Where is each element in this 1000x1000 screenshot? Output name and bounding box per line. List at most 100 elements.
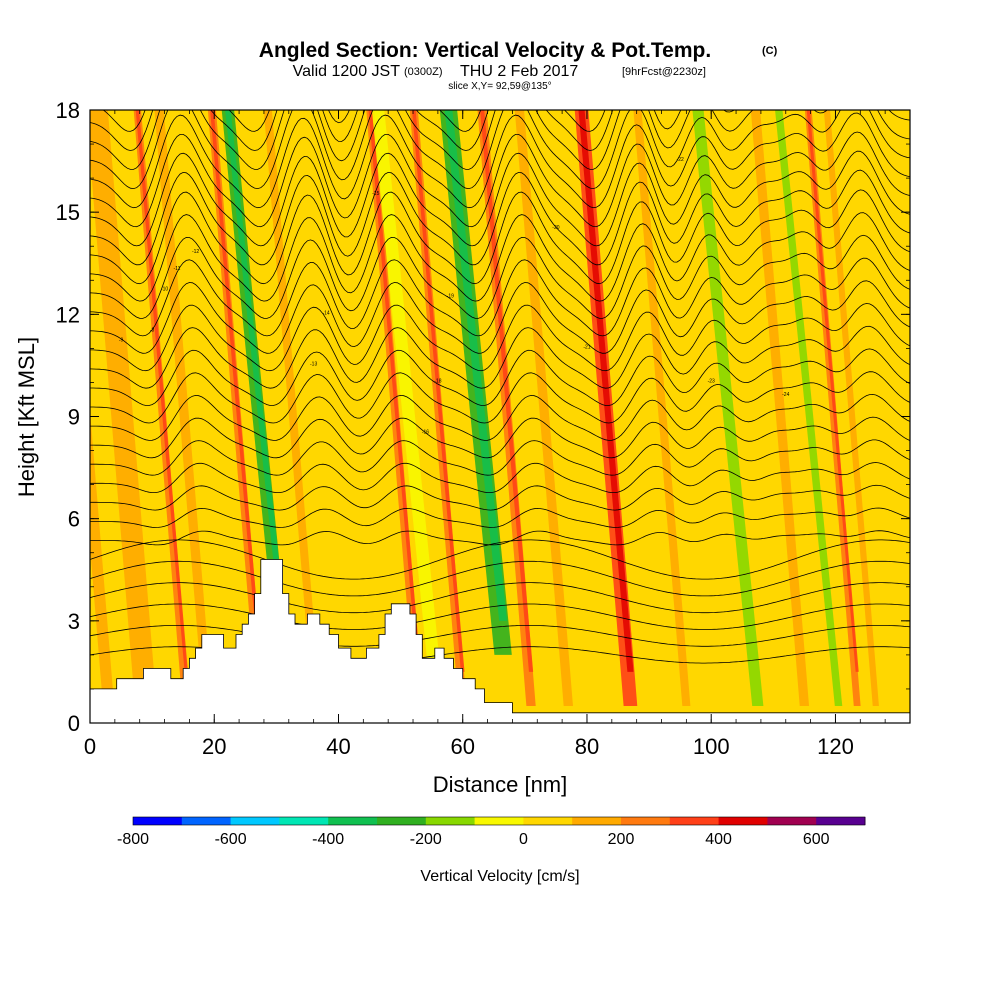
x-tick-label: 40 [326,734,350,759]
colorbar-swatch [230,817,280,825]
theta-contour-line [90,280,910,354]
theta-contour-line [90,393,910,441]
velocity-field [90,110,910,723]
theta-contour-line [90,439,910,476]
colorbar-swatch [328,817,378,825]
colorbar-swatch [474,817,524,825]
contour-label: -13 [310,361,317,367]
y-tick-label: 15 [56,200,80,225]
forecast-label: [9hrFcst@2230z] [622,66,706,78]
valid-date: THU 2 Feb 2017 [460,63,578,80]
field-band-core [480,110,534,672]
slice-label: slice X,Y= 92,59@135° [448,81,551,92]
contour-label: -8 [150,327,155,333]
colorbar-frame [132,816,866,826]
theta-contour-line [90,462,910,493]
field-band-core [135,110,188,672]
theta-contour-line [90,112,910,209]
colorbar-swatch [621,817,671,825]
theta-contour-line [90,110,910,190]
chart-subtitle: Valid 1200 JST (0300Z) THU 2 Feb 2017 [9… [293,63,706,80]
contour-label: -14 [322,310,329,316]
contour-label: -15 [372,191,379,197]
colorbar-swatch [767,817,817,825]
field-band [514,110,573,706]
y-tick-label: 12 [56,302,80,327]
colorbar-swatch [718,817,768,825]
theta-contour-line [90,234,910,319]
theta-contour-line [90,189,910,285]
field-band-core [806,110,859,672]
theta-contour-line [90,625,910,647]
field-band [750,110,810,706]
field-band [154,110,213,706]
terrain [89,559,911,724]
theta-contour-line [90,560,910,597]
colorbar-tick-label: -200 [410,831,442,848]
chart-title: Angled Section: Vertical Velocity & Pot.… [259,39,711,62]
colorbar-tick-label: -600 [215,831,247,848]
theta-contour-line [90,169,910,266]
x-tick-label: 0 [84,734,96,759]
y-axis-label: Height [Kft MSL] [14,337,39,497]
y-tick-label: 6 [68,507,80,532]
contour-label: -16 [422,430,429,436]
y-tick-label: 18 [56,98,80,123]
theta-contour-line [90,110,910,151]
field-band-core [411,110,465,672]
contour-label: -18 [434,378,441,384]
theta-contour-line [90,348,910,406]
colorbar-swatch [133,817,183,825]
x-axis-label: Distance [nm] [433,772,568,797]
colorbar-swatch [523,817,573,825]
theta-contour-line [90,507,910,528]
colorbar-tick-label: 200 [608,831,635,848]
contour-label: -23 [708,378,715,384]
theta-contour-line [90,539,910,580]
theta-contour-line [90,150,910,247]
field-band-core [210,110,263,672]
contour-label: -11 [174,266,181,272]
colorbar-tick-label: 600 [803,831,830,848]
contour-label: -24 [782,392,789,398]
y-axis: 0 3 6 9 12 15 18 [56,98,910,736]
x-tick-label: 100 [693,734,730,759]
theta-contours: -9 -8 -10 -11 -12 -13 -14 -15 -16 -18 -19 -20 -21 -22… [90,110,910,664]
theta-contour-line [90,530,910,546]
colorbar-swatch [377,817,427,825]
colorbar-tick-label: 0 [519,831,528,848]
colorbar-swatch [425,817,476,825]
y-tick-label: 0 [68,711,80,736]
contour-label: -21 [583,344,590,350]
colorbar-swatch [816,817,866,825]
x-axis: 0 20 40 60 80 100 120 [84,110,911,759]
x-tick-label: 120 [817,734,854,759]
theta-contour-line [90,257,910,337]
field-band [263,110,321,706]
x-tick-label: 60 [450,734,474,759]
y-tick-label: 9 [68,405,80,430]
y-tick-label: 3 [68,609,80,634]
theta-contour-line [90,131,910,228]
contour-label: -9 [119,338,124,344]
theta-contour-line [90,416,910,459]
valid-prefix: Valid 1200 JST [293,63,401,80]
theta-contour-line [90,325,910,389]
contour-label: -20 [552,225,559,231]
valid-zulu: (0300Z) [404,66,443,78]
field-band-core [225,110,286,621]
contour-label: -12 [192,249,199,255]
colorbar-tick-label: -800 [117,831,149,848]
contour-label: -22 [677,157,684,163]
x-tick-label: 80 [575,734,599,759]
theta-contour-line [90,110,910,170]
x-tick-label: 20 [202,734,226,759]
contour-label: -19 [447,293,454,299]
colorbar-swatch [572,817,622,825]
colorbar-swatch [279,817,329,825]
colorbar-label: Vertical Velocity [cm/s] [420,868,579,885]
field-band [775,110,843,706]
theta-contour-line [90,484,910,511]
colorbar: -800 -600 -400 -200 0 200 400 600 [117,816,866,848]
colorbar-swatch [181,817,232,825]
